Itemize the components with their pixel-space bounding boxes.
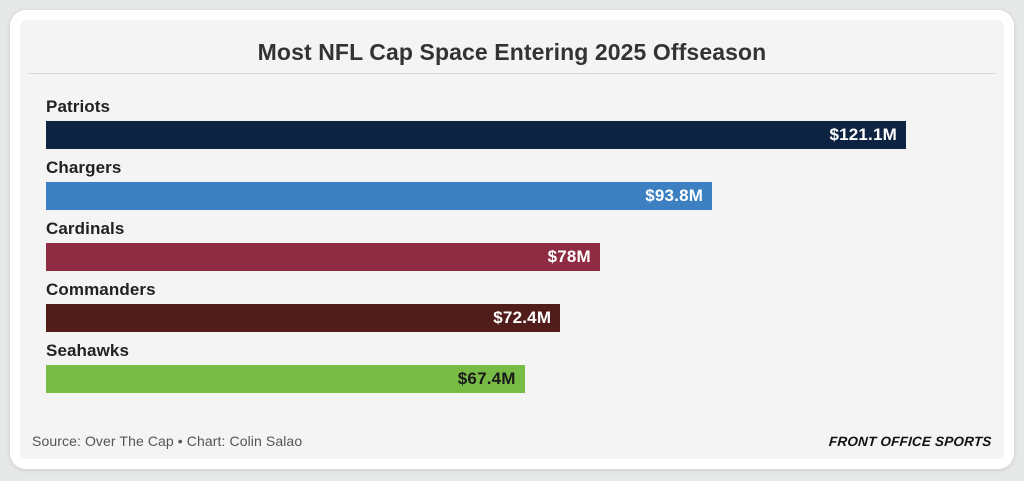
cap-space-bar: $93.8M [46, 182, 713, 210]
bar-value-label: $121.1M [829, 125, 897, 144]
team-label: Cardinals [46, 219, 125, 238]
chart-title: Most NFL Cap Space Entering 2025 Offseas… [257, 39, 767, 65]
bar-row: Seahawks $67.4M [46, 341, 906, 393]
bar-value-label: $72.4M [493, 308, 552, 327]
cap-space-bar: $121.1M [46, 121, 906, 149]
source-credit: Source: Over The Cap • Chart: Colin Sala… [32, 433, 303, 449]
chart-footer: Source: Over The Cap • Chart: Colin Sala… [32, 433, 993, 449]
title-divider [28, 73, 996, 74]
chart-panel: Most NFL Cap Space Entering 2025 Offseas… [20, 20, 1004, 459]
team-label: Seahawks [46, 341, 130, 360]
front-office-sports-logo: FRONT OFFICE SPORTS [828, 434, 993, 449]
chart-card: Most NFL Cap Space Entering 2025 Offseas… [10, 10, 1014, 469]
bar-value-label: $78M [547, 247, 591, 266]
bar-value-label: $67.4M [457, 369, 516, 388]
team-label: Commanders [46, 280, 156, 299]
bar-chart: Patriots $121.1M Chargers $93.8M Cardinals $7… [46, 97, 906, 393]
bar-row: Cardinals $78M [46, 219, 906, 271]
team-label: Patriots [46, 97, 111, 116]
bar-row: Chargers $93.8M [46, 158, 906, 210]
cap-space-bar: $78M [46, 243, 600, 271]
bar-row: Commanders $72.4M [46, 280, 906, 332]
team-label: Chargers [46, 158, 122, 177]
cap-space-bar: $67.4M [46, 365, 525, 393]
bar-value-label: $93.8M [645, 186, 704, 205]
bar-row: Patriots $121.1M [46, 97, 906, 149]
cap-space-bar: $72.4M [46, 304, 561, 332]
